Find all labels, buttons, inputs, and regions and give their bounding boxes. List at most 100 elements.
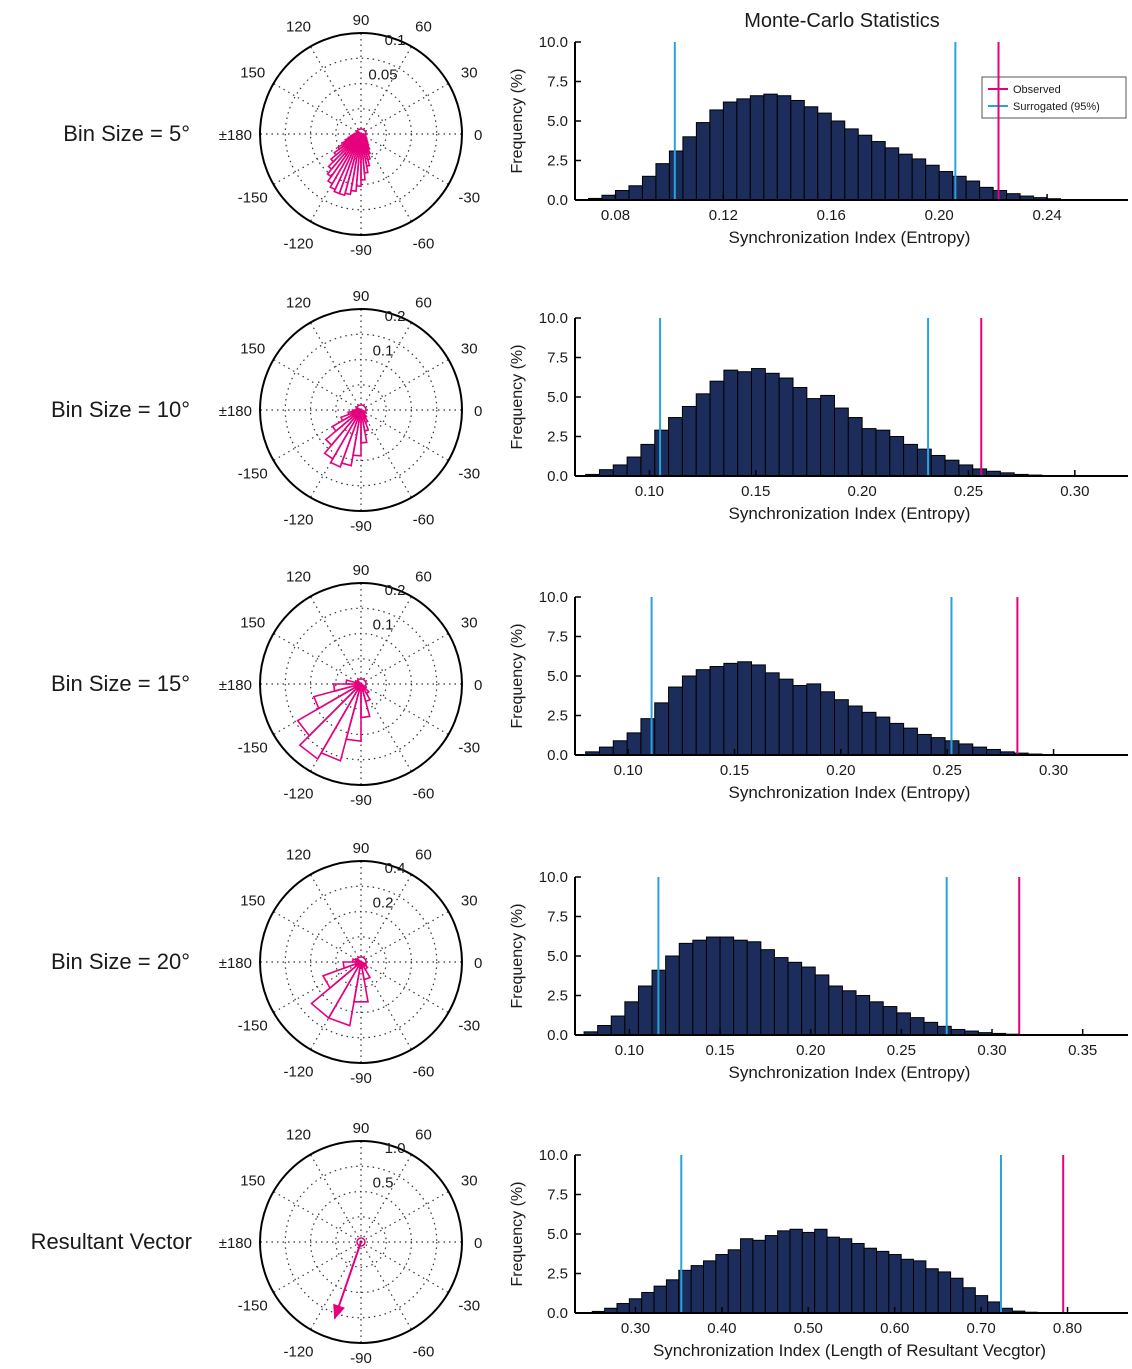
chart-row-4: Bin Size = 20° 0.2 0.4 0 30 60 90 120 150 ±180 -15…	[51, 840, 1128, 1087]
x-tick-label: 0.15	[705, 1042, 734, 1059]
histogram-bar	[826, 1236, 840, 1314]
polar-angle-label: 120	[286, 569, 311, 586]
arrow-origin	[356, 1237, 366, 1247]
y-tick-label: 0.0	[547, 468, 568, 485]
polar-spoke	[273, 910, 362, 963]
histogram-bar	[777, 1230, 791, 1314]
histogram-bar	[884, 147, 900, 201]
y-tick-label: 10.0	[539, 310, 568, 327]
polar-angle-label: -120	[283, 785, 313, 802]
polar-r-tick: 0.4	[385, 860, 406, 877]
rose-diagram	[296, 678, 372, 762]
histogram-bar	[709, 666, 725, 756]
rose-diagram	[323, 404, 370, 469]
histogram-bar	[938, 171, 954, 201]
x-tick-label: 0.20	[848, 483, 877, 500]
rose-petal	[298, 683, 362, 761]
row-label: Bin Size = 5°	[63, 121, 190, 146]
x-tick-label: 0.20	[796, 1042, 825, 1059]
histogram-bar	[814, 974, 830, 1036]
histogram-bar	[655, 163, 670, 201]
histogram-bar	[668, 150, 684, 201]
polar-angle-label: 90	[353, 288, 370, 305]
y-tick-label: 0.0	[547, 1027, 568, 1044]
y-tick-label: 10.0	[539, 869, 568, 886]
polar-angle-label: 150	[240, 1173, 265, 1190]
histogram-bar	[871, 141, 886, 201]
polar-angle-label: -90	[350, 792, 372, 809]
histogram-bar	[820, 691, 835, 756]
y-tick-label: 10.0	[539, 589, 568, 606]
y-tick-label: 0.0	[547, 747, 568, 764]
y-tick-label: 5.0	[547, 948, 568, 965]
histogram-bar	[958, 743, 974, 756]
histogram-bar	[896, 1012, 911, 1036]
x-tick-label: 0.12	[709, 207, 738, 224]
polar-angle-label: -30	[458, 1018, 480, 1035]
histogram-plot: 0.0 2.5 5.0 7.5 10.0 0.10 0.15 0.20 0.25 0.30 Sync…	[509, 310, 1128, 523]
polar-angle-label: -60	[413, 235, 435, 252]
polar-r-tick: 0.2	[373, 895, 394, 912]
rose-center	[355, 956, 367, 968]
histogram-bar	[692, 939, 707, 1036]
polar-outer-ring	[259, 308, 463, 512]
histogram-bar	[787, 961, 803, 1036]
polar-spoke	[273, 82, 362, 135]
y-tick-label: 5.0	[547, 1226, 568, 1243]
histogram-bar	[640, 718, 656, 756]
row-label: Bin Size = 10°	[51, 397, 190, 422]
polar-angle-label: 120	[286, 295, 311, 312]
y-tick-label: 2.5	[547, 988, 568, 1005]
polar-r-tick: 0.1	[385, 32, 406, 49]
histogram-bar	[709, 380, 725, 477]
rose-petal	[353, 961, 369, 1003]
histogram-bar	[965, 180, 981, 201]
histogram-bar	[723, 369, 739, 477]
polar-angle-label: -30	[458, 190, 480, 207]
x-tick-label: 0.20	[925, 207, 954, 224]
polar-r-tick: 1.0	[385, 1140, 406, 1157]
histogram-bar	[695, 669, 711, 756]
y-tick-label: 2.5	[547, 708, 568, 725]
histogram-bar	[828, 985, 843, 1036]
polar-angle-label: -60	[413, 1063, 435, 1080]
histogram-bar	[898, 153, 913, 201]
polar-r-tick: 0.1	[373, 343, 394, 360]
histogram-bar	[654, 702, 670, 756]
histogram-bar	[665, 1279, 680, 1314]
histogram-bar	[909, 1017, 925, 1036]
polar-spoke	[360, 683, 449, 736]
histogram-bar	[903, 443, 918, 477]
histogram-bars	[585, 661, 1071, 756]
histogram-bar	[844, 128, 859, 201]
polar-angle-label: 150	[240, 65, 265, 82]
polar-ring	[335, 936, 387, 988]
polar-r-tick: 0.1	[373, 617, 394, 634]
histogram-bar	[723, 662, 739, 756]
polar-spoke	[309, 46, 362, 135]
polar-angle-label: -120	[283, 511, 313, 528]
histogram-bar	[792, 387, 808, 477]
polar-plot: 0.1 0.2 0 30 60 90 120 150 ±180 -150 -120 -90 -60 -30	[219, 562, 483, 809]
x-tick-label: 0.30	[1060, 483, 1089, 500]
polar-spoke	[273, 1190, 362, 1243]
polar-spoke	[273, 632, 362, 685]
histogram-bar	[847, 417, 863, 477]
y-tick-label: 7.5	[547, 74, 568, 91]
histogram-bar	[987, 1301, 1001, 1314]
x-tick-label: 0.20	[826, 762, 855, 779]
row-label: Bin Size = 15°	[51, 671, 190, 696]
polar-spoke	[273, 1241, 362, 1294]
histogram-bar	[958, 464, 974, 477]
histogram-bar	[913, 1260, 927, 1314]
histogram-bar	[944, 459, 960, 477]
histogram-bar	[695, 393, 711, 477]
polar-angle-label: -90	[350, 518, 372, 535]
polar-spoke	[309, 1154, 362, 1243]
histogram-bar	[740, 1238, 754, 1314]
histogram-bar	[830, 120, 846, 201]
y-tick-label: 0.0	[547, 192, 568, 209]
polar-angle-label: -120	[283, 1343, 313, 1360]
polar-outer-ring	[259, 1140, 463, 1344]
